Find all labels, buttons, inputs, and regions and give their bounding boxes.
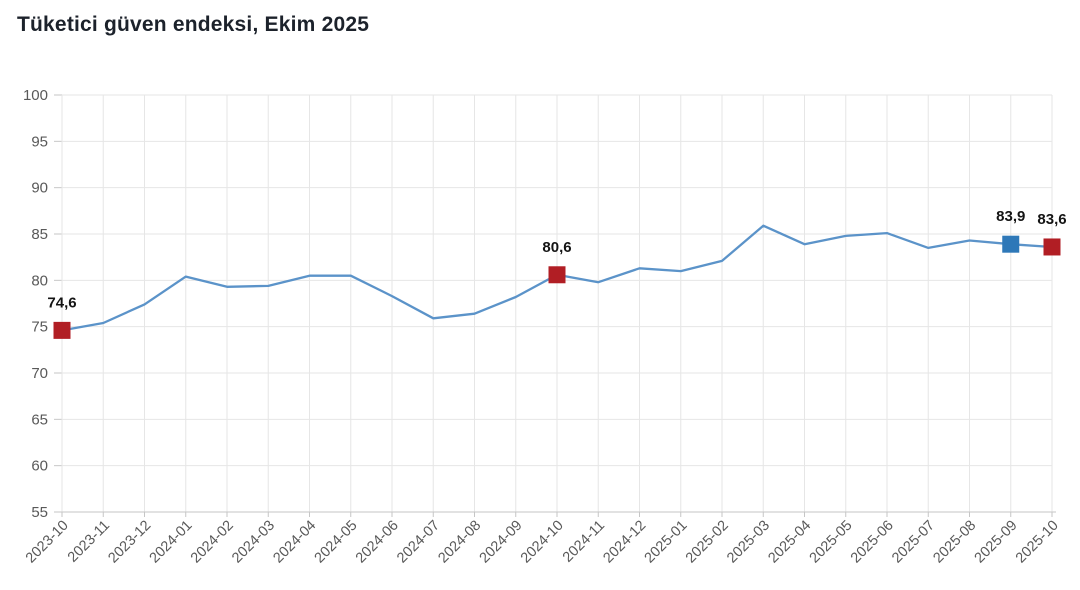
x-axis-label: 2024-08 (435, 518, 484, 567)
x-axis-label: 2025-03 (724, 518, 773, 567)
y-axis-label: 80 (31, 272, 48, 289)
x-axis-label: 2023-12 (105, 518, 154, 567)
highlight-marker (1043, 238, 1061, 256)
point-label: 83,9 (996, 208, 1025, 225)
x-axis-label: 2024-12 (600, 518, 649, 567)
x-axis-label: 2024-06 (353, 518, 402, 567)
x-axis-label: 2025-07 (889, 518, 938, 567)
x-axis-label: 2024-05 (312, 518, 361, 567)
x-axis-label: 2024-01 (147, 518, 196, 567)
x-axis-label: 2023-11 (65, 518, 113, 566)
y-axis-label: 85 (31, 226, 48, 243)
x-axis-label: 2024-09 (477, 518, 526, 567)
x-axis-label: 2025-08 (930, 518, 979, 567)
x-axis-label: 2024-07 (394, 518, 443, 567)
y-axis-label: 60 (31, 458, 48, 475)
x-axis-label: 2025-02 (683, 518, 732, 567)
highlight-marker (548, 266, 566, 284)
x-axis-label: 2024-11 (560, 518, 608, 566)
point-label: 80,6 (542, 239, 571, 256)
x-axis-label: 2025-04 (765, 518, 814, 567)
highlight-marker (53, 321, 71, 339)
point-label: 83,6 (1037, 211, 1066, 228)
y-axis-label: 65 (31, 411, 48, 428)
y-axis-label: 100 (23, 87, 48, 104)
x-axis-label: 2024-04 (270, 518, 319, 567)
x-axis-label: 2025-09 (972, 518, 1021, 567)
x-axis-label: 2023-10 (23, 518, 72, 567)
x-axis-label: 2024-03 (229, 518, 278, 567)
x-axis-label: 2025-06 (848, 518, 897, 567)
chart-title: Tüketici güven endeksi, Ekim 2025 (17, 13, 370, 36)
y-axis-label: 95 (31, 133, 48, 150)
y-axis-label: 70 (31, 365, 48, 382)
y-axis-label: 55 (31, 504, 48, 521)
x-axis-label: 2024-02 (188, 518, 237, 567)
highlight-marker (1002, 235, 1020, 253)
x-axis-label: 2025-05 (807, 518, 856, 567)
y-axis-label: 75 (31, 319, 48, 336)
y-axis-label: 90 (31, 180, 48, 197)
point-label: 74,6 (47, 294, 76, 311)
x-axis-label: 2024-10 (518, 518, 567, 567)
x-axis-label: 2025-10 (1013, 518, 1062, 567)
x-axis-label: 2025-01 (642, 518, 691, 567)
